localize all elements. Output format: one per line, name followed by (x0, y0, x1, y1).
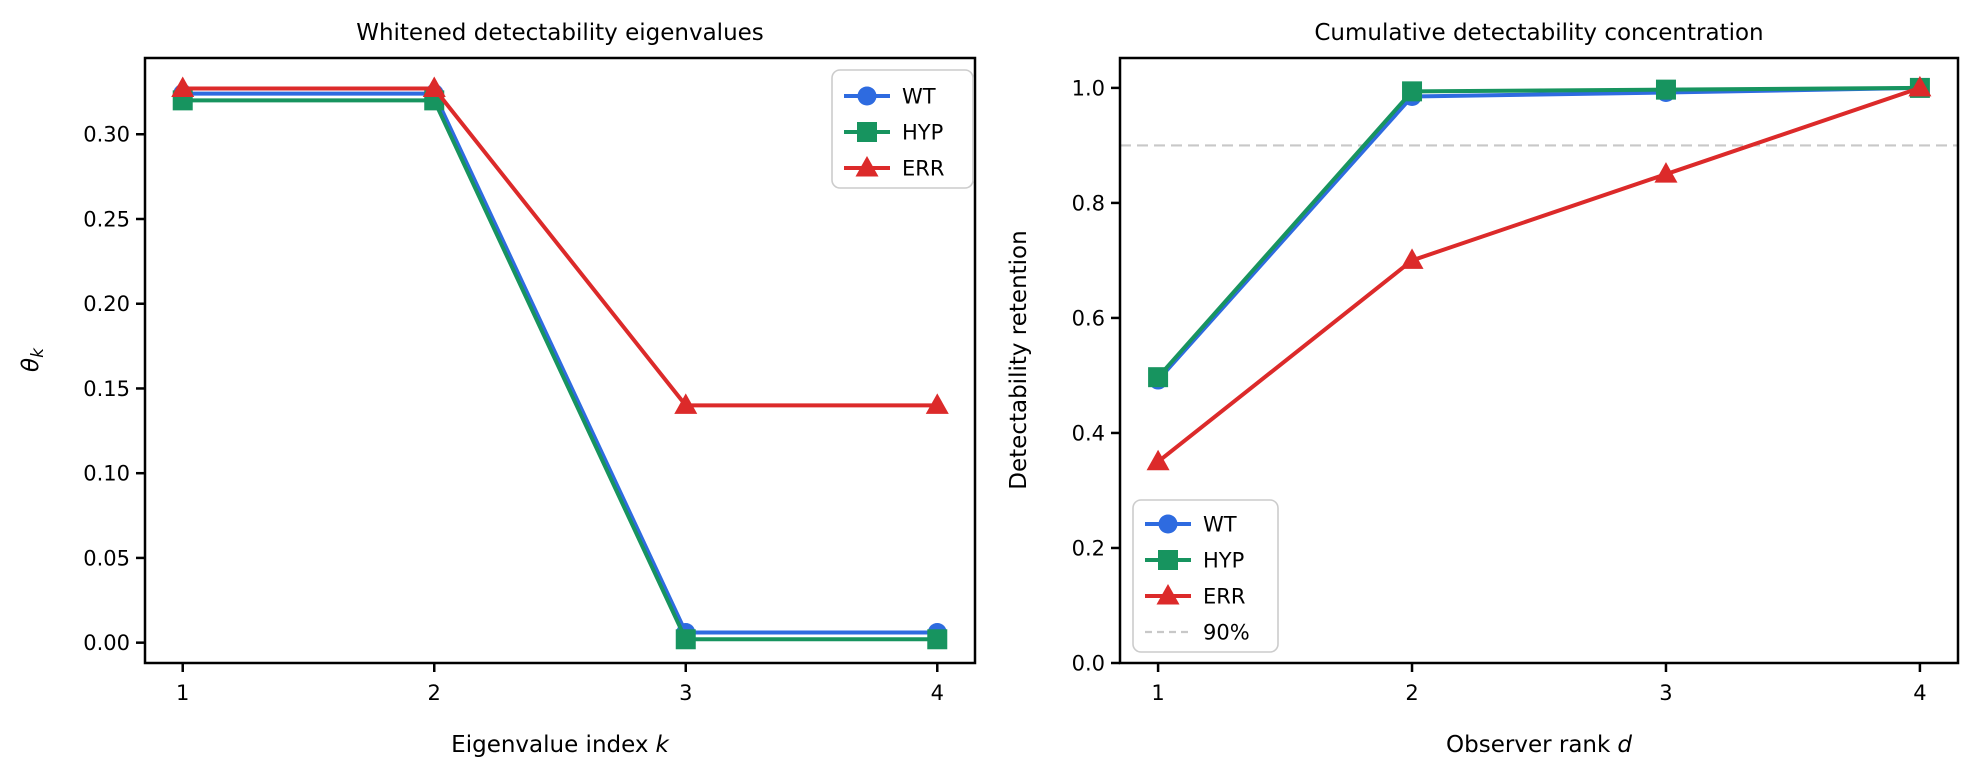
x-tick-label: 1 (176, 681, 189, 705)
y-tick-label: 0.10 (83, 462, 130, 486)
legend-item-err: ERR (844, 156, 944, 180)
left-xaxis-label: Eigenvalue index k (451, 732, 670, 758)
y-tick-label: 0.20 (83, 292, 130, 316)
marker-err-2 (1400, 248, 1424, 269)
legend-label: HYP (902, 120, 943, 144)
legend-marker-wt (857, 86, 877, 106)
left-plot-area: 1 2 3 4 0.00 0.05 0.10 0.15 0.20 0.25 0.30 WT HYP ERR (83, 56, 977, 705)
y-tick-label: 0.00 (83, 631, 130, 655)
marker-hyp-4 (927, 629, 948, 650)
legend-label: ERR (1203, 584, 1245, 608)
legend-label: HYP (1203, 548, 1244, 572)
x-tick-label: 2 (428, 681, 441, 705)
legend-item-err: ERR (1145, 584, 1245, 608)
legend-item-wt: WT (1145, 512, 1237, 536)
series-line-hyp (1156, 85, 1920, 379)
series-line-err (182, 86, 938, 408)
legend-marker-err (1156, 584, 1180, 605)
series-line-hyp (182, 98, 938, 642)
marker-err-3 (1654, 162, 1678, 183)
y-tick-label: 0.4 (1072, 421, 1105, 445)
marker-hyp-1 (1148, 367, 1169, 388)
y-tick-label: 0.05 (83, 546, 130, 570)
x-tick-label: 1 (1151, 681, 1164, 705)
series-line-wt (1156, 85, 1920, 382)
marker-hyp-3 (1655, 79, 1676, 100)
legend-marker-wt (1158, 514, 1178, 534)
legend: WT HYP ERR (831, 69, 974, 189)
legend-label: WT (1203, 512, 1237, 536)
legend-item-90pct: 90% (1145, 620, 1250, 644)
legend-item-hyp: HYP (844, 120, 943, 144)
marker-hyp-3 (675, 629, 696, 650)
x-tick-label: 4 (1913, 681, 1926, 705)
legend-label: 90% (1203, 620, 1250, 644)
legend-item-wt: WT (844, 84, 936, 108)
right-panel-title: Cumulative detectability concentration (1314, 20, 1763, 46)
legend-item-hyp: HYP (1145, 548, 1244, 572)
y-tick-label: 0.2 (1072, 536, 1105, 560)
y-tick-label: 0.15 (83, 377, 130, 401)
y-tick-label: 1.0 (1072, 76, 1105, 100)
panel-left: Whitened detectability eigenvalues Eigen… (18, 20, 977, 758)
legend-box (1132, 499, 1279, 653)
legend-marker-hyp (857, 122, 877, 142)
legend: WT HYP ERR 90% (1132, 499, 1279, 653)
y-tick-label: 0.6 (1072, 306, 1105, 330)
y-tick-label: 0.30 (83, 123, 130, 147)
marker-err-2 (422, 76, 446, 98)
series-line-err (1156, 86, 1921, 464)
y-tick-label: 0.8 (1072, 191, 1105, 215)
x-tick-label: 2 (1405, 681, 1418, 705)
legend-marker-err (855, 156, 879, 177)
marker-hyp-2 (1402, 81, 1423, 102)
series-line-wt (182, 91, 938, 635)
legend-label: ERR (902, 156, 944, 180)
marker-err-4 (925, 393, 949, 414)
marker-err-1 (1146, 449, 1170, 471)
legend-label: WT (902, 84, 936, 108)
axes-spines (143, 56, 977, 665)
legend-marker-hyp (1158, 550, 1178, 570)
right-yaxis-label: Detectability retention (1006, 230, 1032, 489)
panel-right: Cumulative detectability concentration O… (1006, 20, 1960, 758)
marker-err-4 (1908, 75, 1932, 97)
axes-spines (1118, 56, 1960, 665)
x-tick-label: 3 (679, 681, 692, 705)
marker-err-1 (171, 76, 195, 98)
left-yaxis-label: θk (18, 347, 48, 372)
left-panel-title: Whitened detectability eigenvalues (356, 20, 764, 46)
x-tick-label: 4 (931, 681, 944, 705)
y-tick-label: 0.0 (1072, 651, 1105, 675)
y-tick-label: 0.25 (83, 207, 130, 231)
marker-err-3 (674, 393, 698, 414)
x-tick-label: 3 (1659, 681, 1672, 705)
right-plot-area: 1 2 3 4 0.0 0.2 0.4 0.6 0.8 1.0 WT HYP ERR 90% (1072, 56, 1960, 705)
right-xaxis-label: Observer rank d (1446, 732, 1632, 758)
